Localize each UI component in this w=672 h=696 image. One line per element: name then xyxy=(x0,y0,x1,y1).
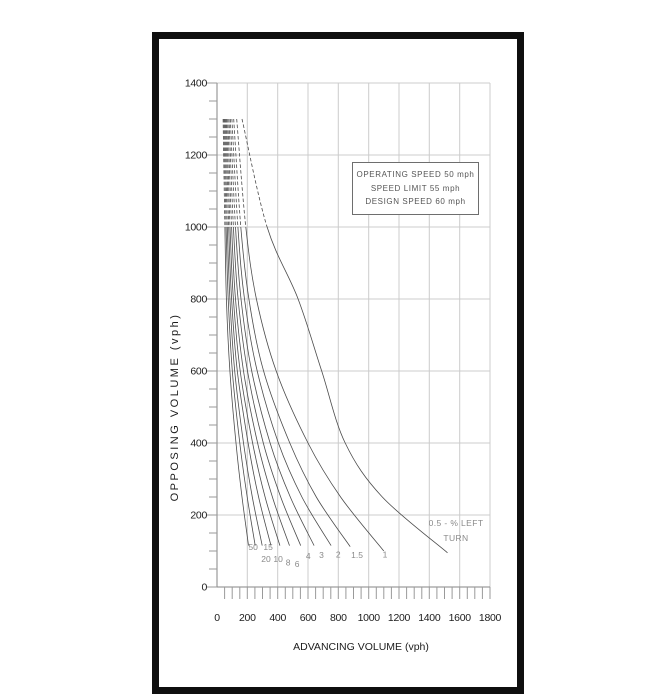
x-tick-label: 200 xyxy=(239,612,256,624)
curve-left-turn-20pct xyxy=(225,226,256,546)
x-axis-title: ADVANCING VOLUME (vph) xyxy=(293,641,429,653)
curve-label-20: 20 xyxy=(261,554,271,564)
design-speed-line: DESIGN SPEED 60 mph xyxy=(365,197,466,206)
curve-left-turn-8pct xyxy=(229,226,281,546)
curve-label-1: 1 xyxy=(383,550,388,560)
curve-left-turn-1.5pct xyxy=(240,226,351,547)
speed-limit-line: SPEED LIMIT 55 mph xyxy=(370,183,461,193)
curve-left-turn-4pct xyxy=(233,226,302,546)
curve-left-turn-1pct-upper xyxy=(236,118,247,228)
curve-left-turn-15pct-upper xyxy=(224,118,228,228)
y-tick-label: 1200 xyxy=(185,150,208,162)
curve-label-4: 4 xyxy=(306,551,311,561)
x-tick-label: 400 xyxy=(269,612,286,624)
note-line-1: 0.5 - % LEFT xyxy=(428,518,484,528)
y-tick-label: 600 xyxy=(190,366,207,378)
curve-label-6: 6 xyxy=(295,559,300,569)
curve-left-turn-2pct xyxy=(237,226,332,546)
curve-label-10: 10 xyxy=(273,554,283,564)
curve-left-turn-6pct xyxy=(231,226,290,546)
speed-annotation-box: OPERATING SPEED 50 mph SPEED LIMIT 55 mp… xyxy=(352,162,479,215)
curve-left-turn-0.5pct xyxy=(266,226,448,554)
operating-speed-line: OPERATING SPEED 50 mph xyxy=(356,170,475,179)
curve-left-turn-50pct xyxy=(224,226,249,546)
percent-left-turn-note: 0.5 - % LEFT TURN xyxy=(408,516,504,546)
curve-left-turn-0.5pct-upper xyxy=(241,118,268,228)
curve-label-1.5: 1.5 xyxy=(351,550,363,560)
curve-label-8: 8 xyxy=(286,557,291,567)
curve-left-turn-50pct-upper xyxy=(222,118,226,228)
curve-left-turn-8pct-upper xyxy=(226,118,231,228)
curve-left-turn-3pct xyxy=(235,226,315,546)
curve-left-turn-1.5pct-upper xyxy=(233,118,242,228)
x-tick-label: 600 xyxy=(300,612,317,624)
x-tick-label: 0 xyxy=(214,612,220,624)
curve-left-turn-10pct xyxy=(228,226,272,546)
x-tick-label: 1400 xyxy=(418,612,441,624)
y-tick-label: 0 xyxy=(201,582,207,594)
curve-left-turn-20pct-upper xyxy=(223,118,227,228)
curve-label-3: 3 xyxy=(319,550,324,560)
y-tick-label: 800 xyxy=(190,294,207,306)
x-tick-label: 1200 xyxy=(388,612,411,624)
curve-left-turn-1pct xyxy=(245,226,385,552)
curve-label-50: 50 xyxy=(248,542,258,552)
x-tick-label: 1800 xyxy=(479,612,502,624)
y-tick-label: 1400 xyxy=(185,78,208,90)
note-line-2: TURN xyxy=(443,533,469,543)
x-tick-label: 800 xyxy=(330,612,347,624)
y-tick-label: 1000 xyxy=(185,222,208,234)
x-tick-label: 1600 xyxy=(449,612,472,624)
curve-label-15: 15 xyxy=(263,542,273,552)
curve-label-2: 2 xyxy=(336,550,341,560)
x-tick-label: 1000 xyxy=(358,612,381,624)
y-tick-label: 400 xyxy=(190,438,207,450)
y-axis-title: OPPOSING VOLUME (vph) xyxy=(169,312,181,502)
curve-left-turn-2pct-upper xyxy=(231,118,239,228)
y-tick-label: 200 xyxy=(190,510,207,522)
curve-left-turn-15pct xyxy=(226,226,263,546)
curve-left-turn-10pct-upper xyxy=(225,118,230,228)
curve-left-turn-4pct-upper xyxy=(228,118,234,228)
curve-left-turn-3pct-upper xyxy=(229,118,236,228)
curve-left-turn-6pct-upper xyxy=(227,118,232,228)
